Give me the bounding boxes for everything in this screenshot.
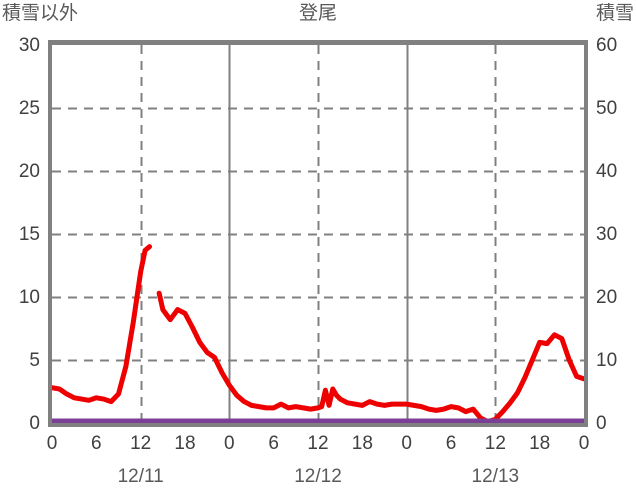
y-axis-right-tick-label: 60 [596, 35, 618, 56]
x-axis-day-label: 12/11 [117, 466, 164, 487]
plot-area [48, 40, 588, 427]
plot-inner [52, 45, 584, 423]
x-axis-tick-label: 6 [268, 433, 279, 454]
right-axis-title: 積雪 [595, 3, 634, 24]
y-axis-left-tick-label: 5 [29, 350, 40, 371]
x-axis-tick-label: 6 [445, 433, 457, 454]
y-axis-left-tick-label: 30 [18, 35, 40, 56]
y-axis-left-tick-label: 0 [29, 413, 40, 434]
x-axis-tick-label: 0 [46, 433, 58, 454]
x-axis-day-label: 12/12 [294, 466, 342, 487]
x-axis-tick-label: 0 [578, 433, 590, 454]
x-axis-tick-label: 12 [484, 433, 506, 454]
y-axis-left-tick-label: 25 [18, 98, 40, 119]
y-axis-right-tick-label: 30 [596, 224, 618, 245]
x-axis-tick-label: 0 [224, 433, 235, 454]
chart-title: 登尾 [298, 3, 337, 24]
y-axis-right-tick-label: 10 [596, 350, 618, 371]
x-axis-tick-label: 12 [130, 433, 152, 454]
x-axis-tick-label: 12 [307, 433, 329, 454]
y-axis-right-tick-label: 0 [596, 413, 607, 434]
series-layer [52, 244, 584, 423]
y-axis-right-tick-label: 20 [596, 287, 618, 308]
y-axis-right-tick-label: 50 [596, 98, 618, 119]
x-axis-tick-label: 18 [529, 433, 551, 454]
y-axis-left-tick-label: 20 [18, 161, 40, 182]
x-axis-tick-label: 18 [174, 433, 196, 454]
y-axis-left-tick-label: 10 [18, 287, 40, 308]
y-axis-left-tick-label: 15 [18, 224, 40, 245]
x-axis-tick-label: 18 [351, 433, 373, 454]
x-axis-tick-label: 6 [91, 433, 102, 454]
y-axis-right-tick-label: 40 [596, 161, 618, 182]
x-axis-tick-label: 0 [401, 433, 412, 454]
left-axis-title: 積雪以外 [2, 3, 79, 24]
grid-layer [52, 45, 584, 423]
x-axis-day-label: 12/13 [471, 466, 520, 487]
